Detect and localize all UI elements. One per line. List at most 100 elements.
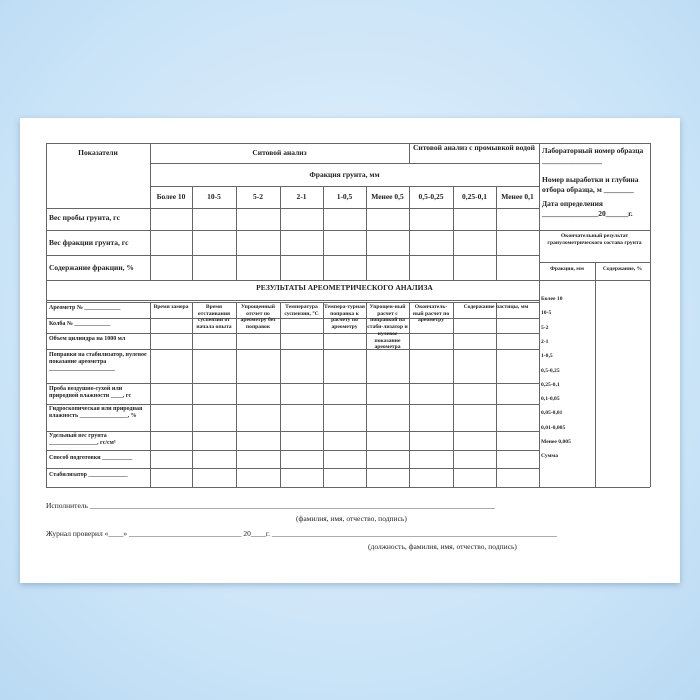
final-fraction-label: 0,25-0,1 (541, 381, 560, 388)
grid-line (46, 143, 47, 487)
grid-line (46, 468, 539, 469)
final-col-fraction: Фракция, мм (550, 266, 584, 272)
lab-number-field[interactable]: Лабораторный номер образца _____________… (542, 146, 644, 165)
areo-column-header: Содержание частицы, мм (463, 304, 529, 310)
final-fraction-label: 2-1 (541, 338, 549, 345)
final-fraction-label: Сумма (541, 453, 559, 460)
grid-line (46, 349, 539, 350)
row-label: Вес пробы грунта, гс (49, 213, 120, 222)
final-fraction-label: 0,05-0,01 (541, 410, 563, 417)
grid-line (539, 143, 540, 487)
final-fraction-label: 0,5-0,25 (541, 367, 560, 374)
final-title: Окончательный результат гранулометрическ… (547, 233, 642, 246)
areo-column-header: Температура суспензии, °С (284, 304, 319, 317)
areo-field[interactable]: Способ подготовки __________ (49, 455, 133, 461)
grid-line (496, 302, 497, 487)
final-fraction-label: 5-2 (541, 324, 549, 331)
grid-line (46, 487, 650, 488)
column-header: Менее 0,1 (501, 192, 534, 201)
grid-line (46, 333, 539, 334)
areo-column-header: Упрощенный отсчет по ареометру без попра… (240, 304, 276, 331)
areo-column-header: Окончатель-ный расчет по ареометру (412, 304, 450, 324)
areo-field[interactable]: Стабилизатор _____________ (49, 472, 128, 478)
grid-line (192, 302, 193, 487)
grid-line (280, 302, 281, 487)
executor-field[interactable]: Исполнитель ____________________________… (46, 501, 495, 510)
grid-line (46, 318, 539, 319)
grid-line (650, 143, 651, 487)
grid-line (46, 300, 539, 301)
grid-line (46, 450, 539, 451)
areo-field[interactable]: Поправки на стабилизатор, нулевое показа… (49, 352, 147, 373)
areo-column-header: Время отстаивания суспензии от начала оп… (196, 304, 232, 331)
grid-line (453, 302, 454, 487)
grid-line (46, 208, 539, 209)
depth-field[interactable]: Номер выработки и глубина отбора образца… (542, 175, 639, 194)
grid-line (236, 302, 237, 487)
grid-line (409, 186, 410, 280)
grid-line (46, 143, 650, 144)
form-sheet (20, 118, 680, 583)
final-fraction-label: Более 10 (541, 296, 563, 302)
grid-line (366, 186, 367, 280)
areo-column-header: Время замера (153, 304, 189, 310)
column-header: Менее 0,5 (371, 192, 404, 201)
grid-line (409, 302, 410, 487)
grid-line (595, 262, 596, 487)
grid-line (539, 262, 650, 263)
column-header: 5-2 (253, 192, 263, 201)
checked-field[interactable]: Журнал проверил «____» _________________… (46, 529, 557, 538)
executor-hint: (фамилия, имя, отчество, подпись) (296, 514, 407, 523)
grid-line (280, 186, 281, 280)
grid-line (46, 255, 539, 256)
header-sieve: Ситовой анализ (252, 148, 307, 157)
grid-line (496, 186, 497, 280)
grid-line (539, 280, 650, 281)
grid-line (150, 163, 539, 164)
checked-hint: (должность, фамилия, имя, отчество, подп… (368, 542, 517, 551)
header-fraction: Фракция грунта, мм (309, 170, 380, 179)
date-label: Дата определения (542, 199, 603, 208)
grid-line (366, 302, 367, 487)
grid-line (46, 230, 539, 231)
final-fraction-label: Менее 0,005 (541, 439, 571, 445)
areo-field[interactable]: Удельный вес грунта ________________, гс… (49, 433, 116, 447)
areo-field[interactable]: Ареометр № ____________ (49, 305, 121, 311)
column-header: 0,5-0,25 (418, 192, 444, 201)
areo-field[interactable]: Проба воздушно-сухой или природной влажн… (49, 386, 132, 400)
grid-line (46, 383, 539, 384)
areo-title: РЕЗУЛЬТАТЫ АРЕОМЕТРИЧЕСКОГО АНАЛИЗА (256, 283, 433, 292)
grid-line (323, 302, 324, 487)
areo-field[interactable]: Гидроскопическая или природная влажность… (49, 406, 143, 420)
grid-line (150, 186, 539, 187)
grid-line (323, 186, 324, 280)
areo-column-header: Упрощен-ный расчет с поправкой на стаби-… (367, 304, 408, 351)
final-fraction-label: 1-0,5 (541, 353, 553, 360)
areo-field[interactable]: Объем цилиндра на 1000 мл (49, 336, 126, 342)
column-header: 0,25-0,1 (462, 192, 487, 201)
row-label: Вес фракции грунта, гс (49, 238, 129, 247)
grid-line (409, 143, 410, 163)
grid-line (539, 230, 650, 231)
row-label: Содержание фракции, % (49, 263, 134, 272)
final-fraction-label: 0,01-0,005 (541, 424, 566, 431)
column-header: 1-0,5 (336, 192, 353, 201)
header-sieve-wash: Ситовой анализ с промывкой водой (412, 143, 536, 152)
grid-line (192, 186, 193, 280)
grid-line (150, 302, 151, 487)
areo-field[interactable]: Колба № ____________ (49, 321, 111, 327)
areo-column-header: Темпера-турная поправка к расчету по аре… (324, 304, 365, 331)
final-fraction-label: 10-5 (541, 310, 552, 317)
date-field[interactable]: _______________20______г. (542, 209, 633, 218)
column-header: Более 10 (156, 192, 186, 201)
grid-line (46, 404, 539, 405)
column-header: 10-5 (207, 192, 221, 201)
grid-line (46, 280, 539, 281)
grid-line (453, 186, 454, 280)
grid-line (236, 186, 237, 280)
header-indicators: Показатели (78, 148, 118, 157)
final-col-content: Содержание, % (602, 266, 643, 272)
column-header: 2-1 (296, 192, 307, 201)
grid-line (46, 302, 539, 303)
grid-line (150, 143, 151, 280)
